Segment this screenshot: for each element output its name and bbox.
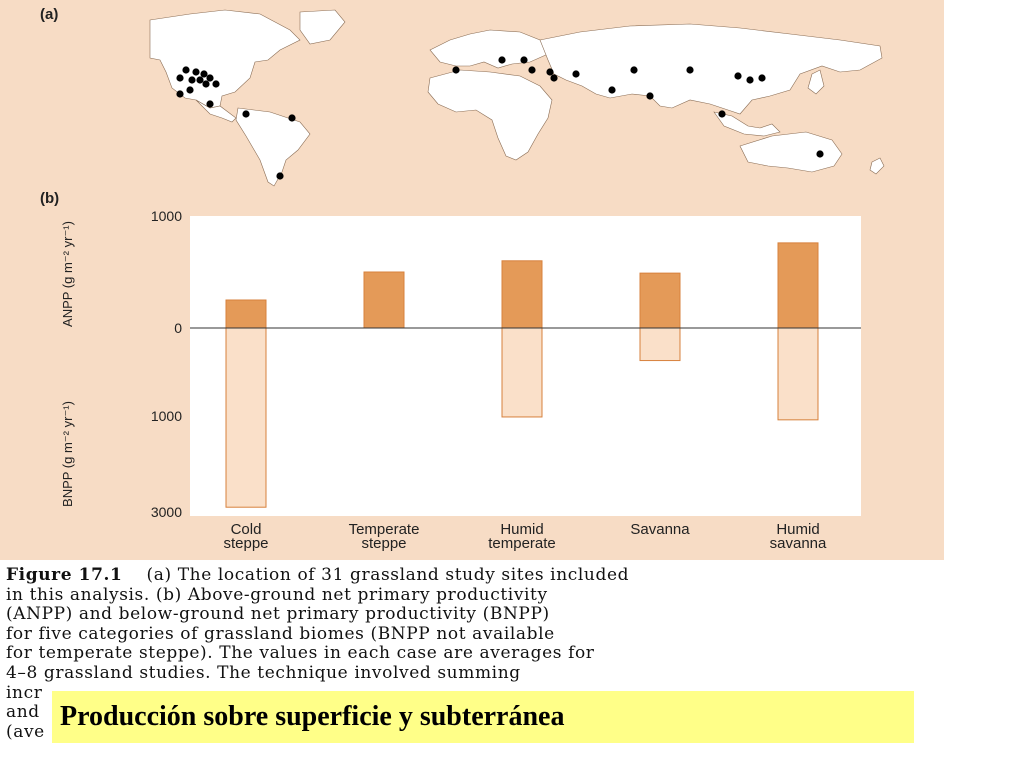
study-site-dot — [196, 76, 204, 84]
study-site-dot — [182, 66, 190, 74]
caption-line-5: for temperate steppe). The values in eac… — [6, 643, 595, 664]
study-site-dot — [746, 76, 754, 84]
x-tick-label: Savanna — [630, 521, 690, 538]
anpp-bar — [777, 242, 819, 329]
x-tick-label: Humid savanna — [770, 521, 827, 552]
map-panel-label: (a) — [40, 6, 59, 23]
study-site-dot — [546, 68, 554, 76]
study-site-dot — [206, 100, 214, 108]
asia — [539, 23, 883, 115]
slide-title-box: Producción sobre superficie y subterráne… — [52, 691, 914, 743]
y-tick-label: 1000 — [151, 208, 182, 224]
north-america — [149, 9, 301, 109]
study-site-dot — [212, 80, 220, 88]
study-site-dot — [188, 76, 196, 84]
study-site-dot — [608, 86, 616, 94]
y-tick-label: 3000 — [151, 504, 182, 520]
caption-line-text: (a) The location of 31 grassland study s… — [146, 565, 630, 585]
study-site-dot — [816, 150, 824, 158]
study-site-dot — [528, 66, 536, 74]
study-site-dot — [646, 92, 654, 100]
south-america — [235, 107, 311, 187]
productivity-chart: 1000 0 1000 3000 ANPP (g m⁻² yr⁻¹) BNPP (g … — [60, 208, 861, 552]
study-site-dot — [630, 66, 638, 74]
world-map — [149, 9, 885, 187]
africa — [427, 69, 553, 161]
figure-caption: Figure 17.1 (a) The location of 31 grass… — [6, 565, 931, 742]
x-tick-label: Cold steppe — [223, 521, 268, 552]
bnpp-bar — [225, 327, 267, 508]
new-zealand — [869, 157, 885, 175]
study-site-dot — [206, 74, 214, 82]
bnpp-axis-label: BNPP (g m⁻² yr⁻¹) — [60, 401, 75, 507]
caption-line-9: (ave — [6, 721, 45, 742]
anpp-bar — [501, 260, 543, 329]
study-site-dot — [498, 56, 506, 64]
anpp-bar — [363, 271, 405, 329]
japan — [807, 69, 825, 95]
study-site-dot — [200, 70, 208, 78]
y-tick-label: 0 — [174, 320, 182, 336]
bars — [225, 242, 819, 508]
central-america — [195, 99, 237, 123]
y-tick-labels: 1000 0 1000 3000 — [151, 208, 182, 520]
greenland — [299, 9, 346, 45]
southeast-asia — [713, 111, 781, 137]
slide-title: Producción sobre superficie y subterráne… — [60, 701, 565, 732]
study-site-dot — [520, 56, 528, 64]
anpp-axis-label: ANPP (g m⁻² yr⁻¹) — [60, 221, 75, 327]
x-tick-labels: Cold steppe Temperate steppe Humid temperate S… — [223, 521, 827, 552]
bnpp-bar — [501, 327, 543, 418]
study-site-dot — [186, 86, 194, 94]
anpp-bar — [225, 299, 267, 329]
study-site-dot — [192, 68, 200, 76]
study-site-dot — [758, 74, 766, 82]
caption-line-7: incr — [6, 682, 43, 703]
study-site-dot — [176, 90, 184, 98]
study-site-dot — [718, 110, 726, 118]
anpp-bar — [639, 272, 681, 329]
europe — [429, 29, 549, 69]
caption-line-8: and — [6, 702, 40, 723]
x-tick-label: Temperate steppe — [349, 521, 420, 552]
study-site-dot — [176, 74, 184, 82]
caption-line-1: Figure 17.1 (a) The location of 31 grass… — [6, 565, 931, 586]
study-site-dot — [276, 172, 284, 180]
bnpp-bar — [639, 327, 681, 362]
study-site-dot — [452, 66, 460, 74]
australia — [739, 131, 843, 173]
study-site-dot — [734, 72, 742, 80]
figure-panel: (a) (b) 1000 0 1000 3000 ANPP (g m⁻² yr⁻¹) … — [0, 0, 944, 560]
bnpp-bar — [777, 327, 819, 421]
caption-line-3: (ANPP) and below-ground net primary prod… — [6, 604, 550, 625]
chart-panel-label: (b) — [40, 190, 60, 207]
study-site-dot — [686, 66, 694, 74]
figure-number: Figure 17.1 — [6, 565, 123, 585]
caption-line-4: for five categories of grassland biomes … — [6, 623, 555, 644]
caption-line-6: 4–8 grassland studies. The technique inv… — [6, 662, 521, 683]
study-site-dot — [288, 114, 296, 122]
study-site-dot — [242, 110, 250, 118]
study-sites — [176, 56, 824, 180]
land-masses — [149, 9, 885, 187]
study-site-dot — [202, 80, 210, 88]
caption-line-2: in this analysis. (b) Above-ground net p… — [6, 584, 548, 605]
y-tick-label: 1000 — [151, 408, 182, 424]
x-tick-label: Humid temperate — [488, 521, 556, 552]
study-site-dot — [550, 74, 558, 82]
study-site-dot — [572, 70, 580, 78]
